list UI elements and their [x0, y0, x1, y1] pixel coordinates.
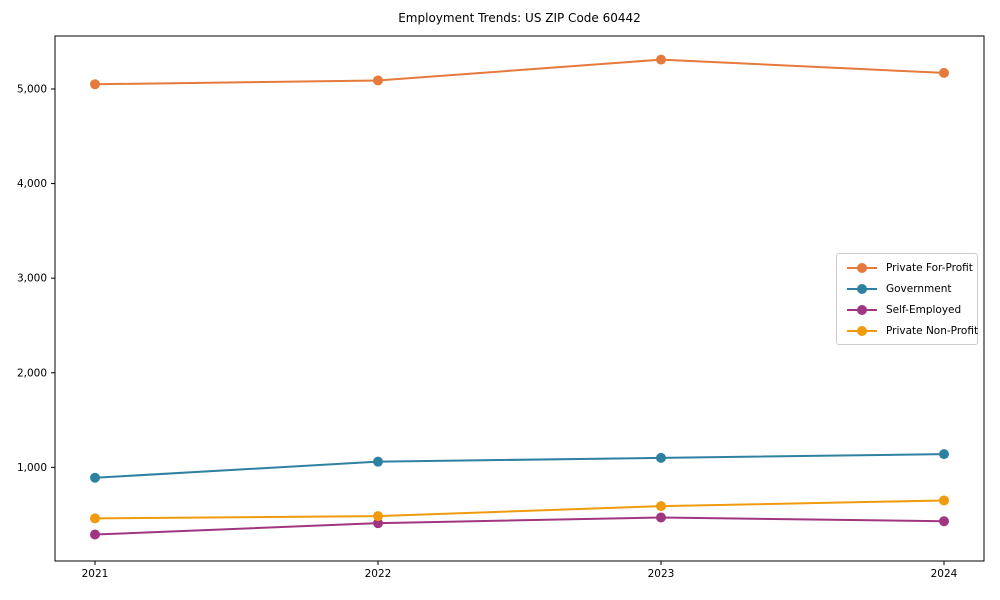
y-tick-label: 1,000 — [17, 462, 47, 474]
y-tick-label: 4,000 — [17, 178, 47, 190]
legend-item: Government — [837, 279, 977, 299]
legend-item: Self-Employed — [837, 300, 977, 320]
series-line — [94, 499, 945, 520]
data-point-marker — [90, 529, 100, 540]
legend-label: Government — [886, 282, 952, 295]
x-tick-label: 2021 — [82, 568, 109, 580]
series-line — [94, 58, 945, 86]
data-point-marker — [656, 452, 666, 463]
data-point-marker — [90, 472, 100, 483]
x-tick-label: 2023 — [648, 568, 675, 580]
x-tick-label: 2022 — [365, 568, 392, 580]
data-point-marker — [939, 516, 949, 527]
legend: Private For-Profit Government Self-Employe… — [836, 253, 978, 345]
legend-item: Private For-Profit — [837, 258, 977, 278]
data-point-marker — [939, 449, 949, 460]
data-point-marker — [90, 79, 100, 90]
legend-line-marker-icon — [847, 283, 877, 294]
data-point-marker — [373, 456, 383, 467]
data-point-marker — [656, 501, 666, 512]
legend-item: Private Non-Profit — [837, 321, 979, 341]
data-point-marker — [939, 67, 949, 78]
legend-label: Private For-Profit — [886, 261, 973, 274]
x-tick-label: 2024 — [931, 568, 958, 580]
data-point-marker — [373, 75, 383, 86]
legend-label: Self-Employed — [886, 303, 962, 316]
series-line — [94, 453, 945, 479]
y-tick-label: 2,000 — [17, 367, 47, 379]
data-point-marker — [373, 518, 383, 529]
chart-title: Employment Trends: US ZIP Code 60442 — [398, 11, 641, 25]
legend-line-marker-icon — [847, 325, 877, 336]
y-tick-label: 5,000 — [17, 83, 47, 95]
data-point-marker — [656, 54, 666, 65]
data-point-marker — [373, 511, 383, 522]
legend-line-marker-icon — [847, 262, 877, 273]
data-point-marker — [939, 495, 949, 506]
data-point-marker — [656, 512, 666, 523]
legend-label: Private Non-Profit — [886, 324, 979, 337]
legend-line-marker-icon — [847, 304, 877, 315]
data-point-marker — [90, 513, 100, 524]
plot-frame — [54, 35, 985, 562]
series-line — [94, 516, 945, 536]
y-tick-label: 3,000 — [17, 273, 47, 285]
